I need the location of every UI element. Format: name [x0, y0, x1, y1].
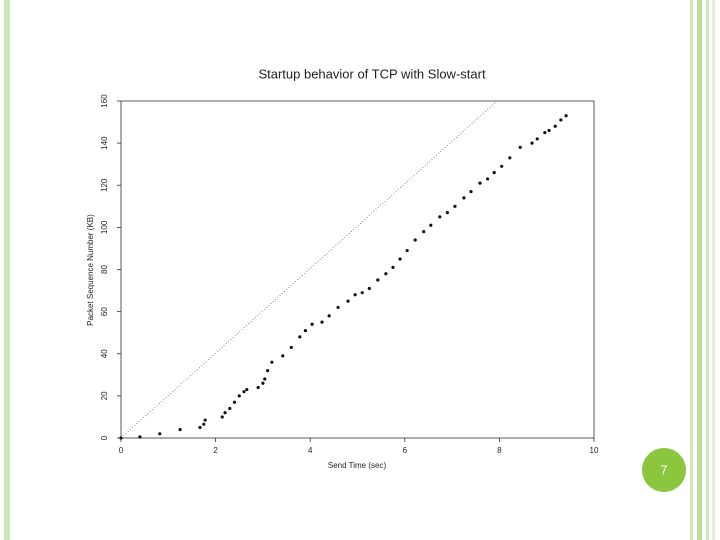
data-point — [543, 130, 547, 135]
data-point — [327, 314, 331, 318]
data-point — [198, 425, 202, 430]
data-point — [530, 141, 534, 145]
data-point — [462, 196, 466, 200]
y-tick-label: 40 — [100, 349, 109, 358]
reference-line — [120, 100, 498, 439]
data-point — [559, 118, 563, 122]
right-bar — [706, 0, 709, 540]
data-point — [445, 211, 449, 215]
data-point — [492, 171, 496, 175]
y-tick-label: 140 — [100, 136, 109, 150]
data-point — [237, 394, 241, 398]
data-point — [535, 137, 539, 141]
x-tick-label: 4 — [308, 446, 313, 455]
data-point — [553, 124, 557, 128]
left-bar — [4, 0, 10, 540]
data-point — [266, 369, 270, 373]
data-point — [138, 435, 142, 439]
page-badge — [642, 448, 686, 492]
y-axis-label: Packet Sequence Number (KB) — [86, 214, 95, 326]
data-point — [228, 406, 232, 411]
data-point — [310, 322, 314, 326]
data-point — [429, 223, 433, 227]
data-point — [220, 415, 224, 419]
data-point — [303, 328, 308, 333]
y-tick-label: 60 — [100, 307, 109, 316]
data-point — [500, 164, 504, 168]
y-tick-label: 100 — [100, 220, 109, 234]
y-tick-label: 80 — [100, 265, 109, 274]
x-tick-label: 6 — [403, 446, 408, 455]
right-bar — [697, 0, 702, 540]
data-point — [178, 427, 182, 432]
data-point — [320, 320, 324, 324]
data-point — [438, 215, 442, 219]
chart-title: Startup behavior of TCP with Slow-start — [258, 66, 486, 81]
y-tick-label: 0 — [100, 435, 109, 440]
data-point — [336, 305, 340, 310]
data-point — [346, 299, 350, 303]
x-axis-label: Send Time (sec) — [328, 461, 387, 470]
y-tick-label: 160 — [100, 94, 109, 108]
data-point — [391, 265, 395, 269]
data-point — [398, 257, 402, 261]
x-tick-label: 8 — [497, 446, 502, 455]
x-tick-label: 2 — [213, 446, 218, 455]
data-point — [478, 181, 482, 185]
data-point — [158, 432, 162, 436]
data-point — [298, 335, 302, 339]
data-point — [242, 390, 246, 394]
x-tick-label: 0 — [119, 446, 124, 455]
data-point — [405, 248, 409, 253]
data-point — [353, 293, 357, 297]
y-tick-label: 20 — [100, 391, 109, 400]
page-number: 7 — [660, 462, 667, 477]
data-point — [203, 418, 207, 422]
data-point — [367, 286, 371, 291]
data-point — [413, 238, 417, 242]
data-point — [281, 354, 285, 358]
data-point — [202, 422, 206, 426]
data-point — [245, 387, 249, 392]
data-point — [119, 436, 123, 440]
x-tick-label: 10 — [590, 446, 599, 455]
data-point — [261, 381, 265, 385]
data-point — [422, 229, 426, 234]
data-point — [518, 145, 522, 149]
data-point — [547, 128, 551, 133]
data-point — [289, 345, 293, 350]
data-point — [232, 400, 237, 404]
data-point — [263, 377, 267, 381]
right-bar — [690, 0, 693, 540]
data-point — [469, 189, 473, 194]
data-point — [270, 360, 274, 364]
data-point — [360, 291, 364, 295]
y-tick-label: 120 — [100, 178, 109, 192]
data-point — [376, 278, 380, 282]
data-point — [564, 114, 568, 118]
right-bar — [712, 0, 715, 540]
data-point — [508, 156, 512, 160]
data-point — [485, 177, 490, 181]
data-point — [453, 204, 457, 208]
data-point — [223, 411, 227, 415]
data-point — [384, 272, 388, 276]
data-point — [256, 385, 260, 390]
